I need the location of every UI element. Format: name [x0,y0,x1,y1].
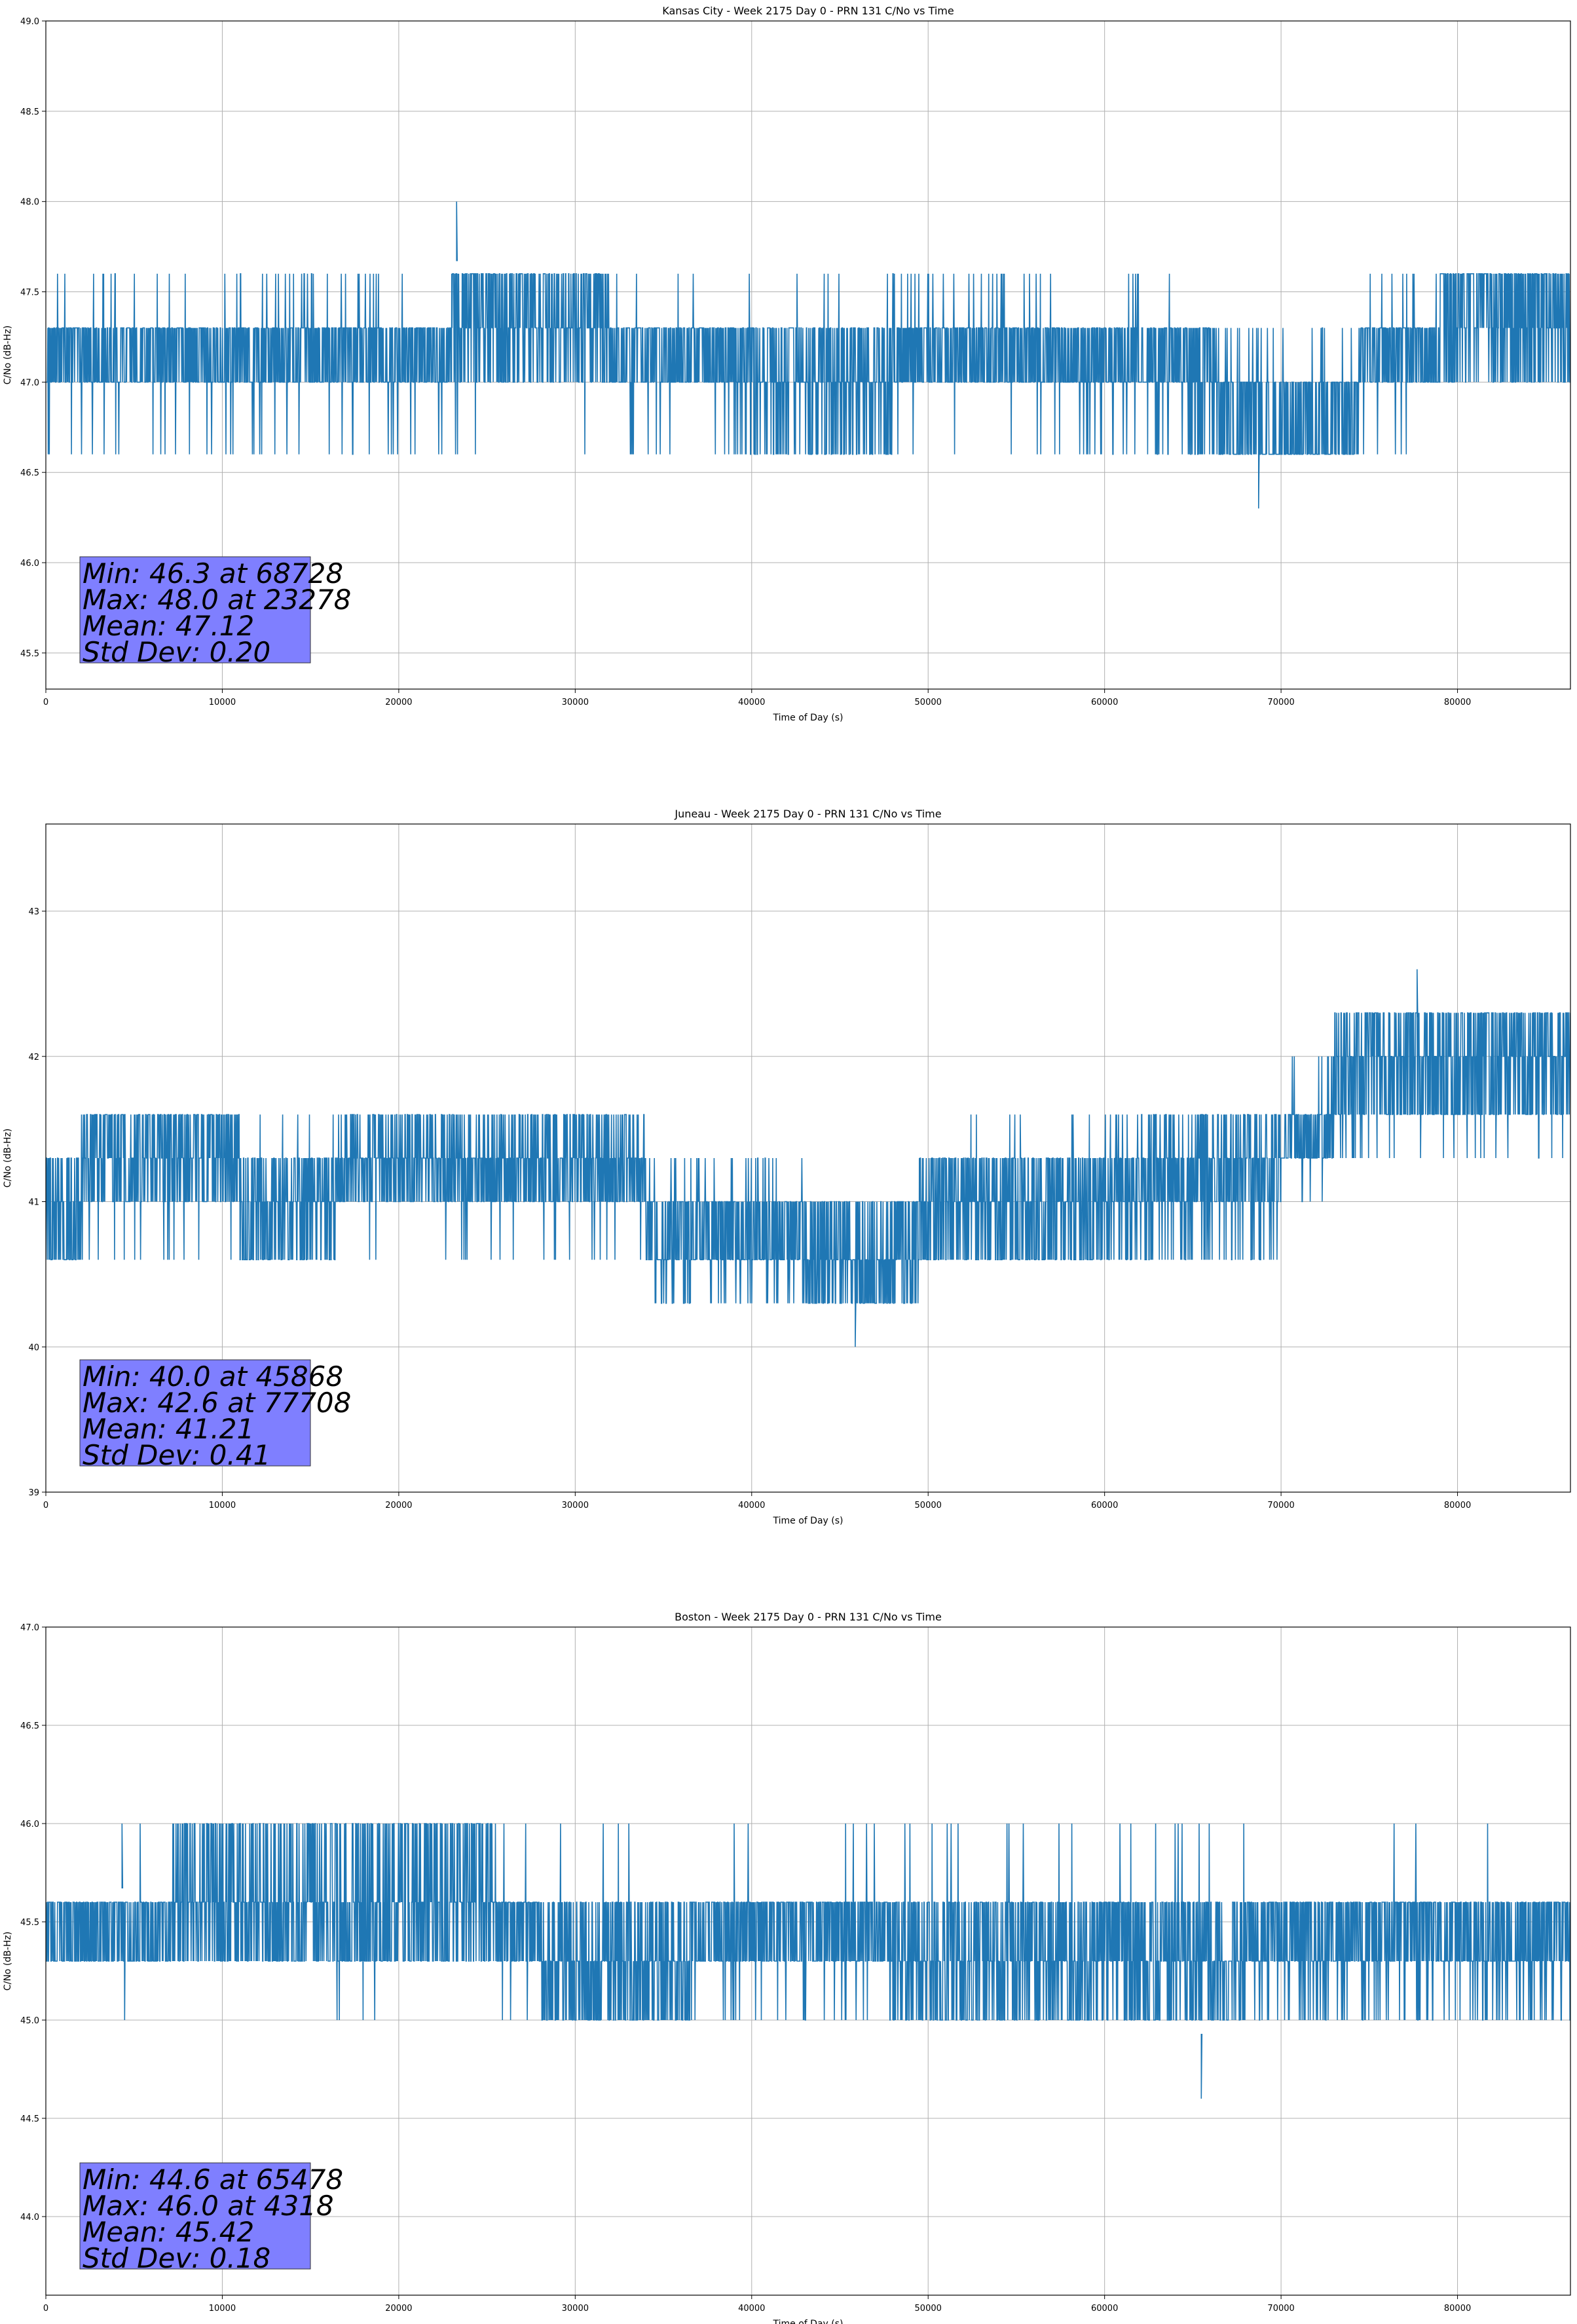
y-tick-label: 45.5 [20,1918,39,1928]
x-tick-label: 80000 [1444,698,1471,707]
x-tick-label: 70000 [1267,698,1294,707]
x-axis-label: Time of Day (s) [773,2319,844,2324]
x-tick-label: 50000 [915,698,942,707]
x-tick-label: 70000 [1267,1501,1294,1510]
chart-panel-2: Boston - Week 2175 Day 0 - PRN 131 C/No … [3,1611,1571,2324]
series-max-point [456,201,458,261]
axes-frame [45,1626,1571,2296]
x-tick-label: 20000 [385,1501,412,1510]
stats-line: Max: 42.6 at 77708 [83,1387,351,1419]
stats-line: Min: 40.0 at 45868 [83,1360,343,1393]
x-tick-label: 0 [43,2304,48,2314]
stats-line: Min: 46.3 at 68728 [83,557,343,590]
x-tick-label: 80000 [1444,2304,1471,2314]
y-tick-label: 40 [28,1343,39,1353]
y-tick-label: 47.0 [20,1623,39,1633]
x-axis-label: Time of Day (s) [773,713,844,723]
y-tick-label: 45.5 [20,649,39,659]
chart-panel-0: Kansas City - Week 2175 Day 0 - PRN 131 … [3,5,1571,723]
y-tick-label: 42 [28,1053,39,1062]
x-tick-label: 80000 [1444,1501,1471,1510]
y-tick-label: 46.5 [20,1721,39,1731]
chart-title: Kansas City - Week 2175 Day 0 - PRN 131 … [662,5,954,17]
series-min-point [855,1299,857,1347]
y-tick-label: 47.5 [20,288,39,298]
chart-title: Juneau - Week 2175 Day 0 - PRN 131 C/No … [674,808,941,820]
y-tick-label: 46.5 [20,468,39,478]
series-line-cno [46,1823,1570,2021]
y-tick-label: 46.0 [20,1820,39,1829]
x-tick-label: 60000 [1091,698,1118,707]
stats-line: Mean: 45.42 [83,2216,254,2248]
stats-line: Std Dev: 0.18 [83,2242,270,2274]
series-line-cno [46,1012,1570,1304]
stats-box [79,2162,311,2270]
x-tick-label: 30000 [562,698,589,707]
x-tick-label: 40000 [738,2304,765,2314]
y-axis-label: C/No (dB-Hz) [3,1932,13,1991]
series-min-point [1200,2033,1203,2099]
y-axis-label: C/No (dB-Hz) [3,326,13,384]
stats-line: Std Dev: 0.20 [83,636,270,668]
y-axis-label: C/No (dB-Hz) [3,1129,13,1188]
axes-frame [45,20,1571,690]
stats-line: Mean: 41.21 [83,1413,254,1445]
chart-panel-1: Juneau - Week 2175 Day 0 - PRN 131 C/No … [3,808,1571,1526]
stats-line: Mean: 47.12 [83,610,254,642]
x-tick-label: 20000 [385,698,412,707]
x-tick-label: 60000 [1091,2304,1118,2314]
x-tick-label: 0 [43,698,48,707]
x-axis-label: Time of Day (s) [773,1516,844,1526]
y-tick-label: 49.0 [20,17,39,27]
y-tick-label: 44.0 [20,2213,39,2222]
x-tick-label: 50000 [915,2304,942,2314]
series-max-point [1417,969,1419,1017]
stats-line: Max: 46.0 at 4318 [83,2190,334,2222]
y-tick-label: 47.0 [20,378,39,388]
y-tick-label: 41 [28,1198,39,1208]
y-tick-label: 46.0 [20,559,39,569]
y-tick-label: 48.5 [20,107,39,117]
x-tick-label: 40000 [738,1501,765,1510]
y-tick-label: 45.0 [20,2016,39,2026]
x-tick-label: 30000 [562,2304,589,2314]
x-tick-label: 60000 [1091,1501,1118,1510]
chart-title: Boston - Week 2175 Day 0 - PRN 131 C/No … [675,1611,942,1623]
stats-line: Max: 48.0 at 23278 [83,584,351,616]
x-tick-label: 10000 [209,1501,236,1510]
x-tick-label: 70000 [1267,2304,1294,2314]
x-tick-label: 30000 [562,1501,589,1510]
stats-line: Min: 44.6 at 65478 [83,2164,343,2196]
stats-line: Std Dev: 0.41 [83,1439,270,1471]
x-tick-label: 40000 [738,698,765,707]
x-tick-label: 50000 [915,1501,942,1510]
stats-box [79,556,311,664]
y-tick-label: 39 [28,1488,39,1498]
axes-frame [45,823,1571,1493]
x-tick-label: 10000 [209,2304,236,2314]
x-tick-label: 10000 [209,698,236,707]
y-tick-label: 44.5 [20,2114,39,2124]
y-tick-label: 48.0 [20,198,39,208]
stats-box [79,1359,311,1467]
x-tick-label: 20000 [385,2304,412,2314]
y-tick-label: 43 [28,907,39,917]
series-line-cno [46,273,1570,455]
x-tick-label: 0 [43,1501,48,1510]
